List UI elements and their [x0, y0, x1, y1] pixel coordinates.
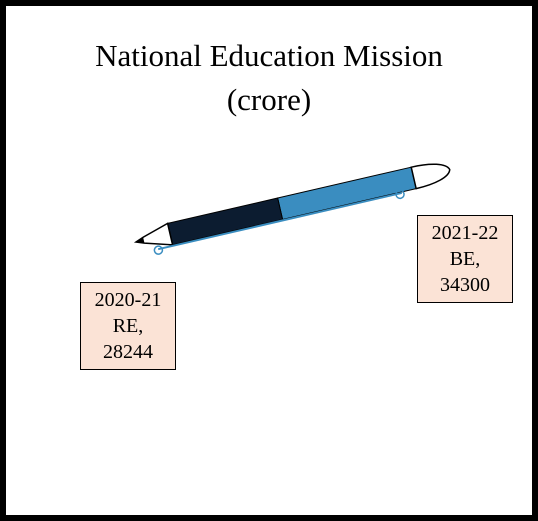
pen-outline [157, 191, 403, 251]
pen-detail [395, 189, 405, 200]
pen [133, 163, 451, 255]
pen-graphic [133, 163, 451, 255]
data-label: 2020-21 RE, 28244 [80, 282, 176, 370]
pen-point [136, 237, 145, 244]
pen-tip [133, 222, 174, 246]
pen-cap [410, 163, 451, 190]
chart-title: National Education Mission (crore) [95, 38, 443, 117]
pen-segment [167, 197, 284, 246]
data-label: 2021-22 BE, 34300 [417, 215, 513, 303]
pen-detail [153, 245, 164, 255]
pen-segment [277, 166, 417, 221]
